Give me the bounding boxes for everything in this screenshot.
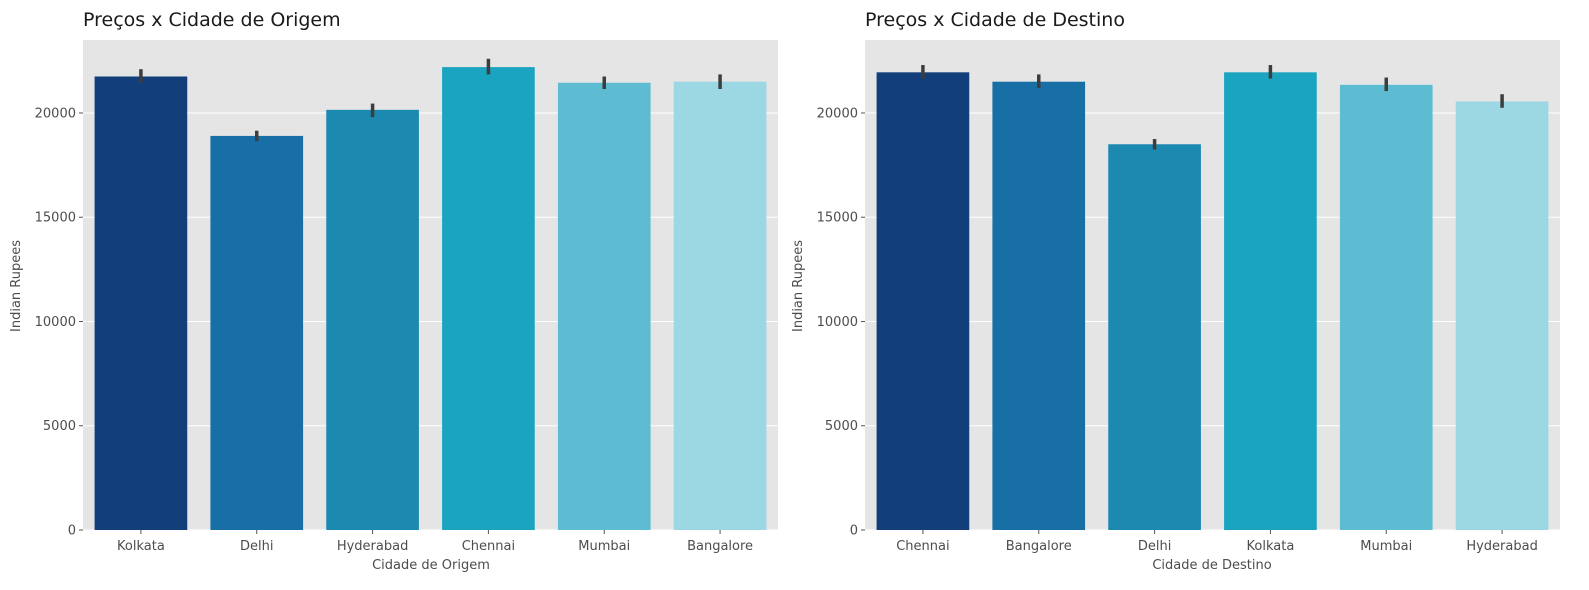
bar-hyderabad [1455, 101, 1549, 531]
y-axis-label: Indian Rupees [9, 240, 24, 332]
y-tick-label: 15000 [817, 211, 858, 226]
bar-delhi [1108, 144, 1201, 531]
x-tick-label: Chennai [462, 539, 515, 554]
bar-hyderabad [326, 109, 419, 530]
x-tick-label: Chennai [896, 539, 949, 554]
plot-area [865, 40, 1560, 530]
x-tick-label: Delhi [1138, 539, 1171, 554]
bar-bangalore [673, 81, 767, 531]
y-tick-label: 0 [68, 524, 76, 539]
x-tick-label: Bangalore [687, 539, 753, 554]
bar-chennai [442, 67, 535, 530]
x-tick-label: Mumbai [1360, 539, 1412, 554]
bar-bangalore [992, 81, 1086, 531]
chart-left: Preços x Cidade de Origem Cidade de Orig… [9, 9, 778, 573]
y-tick-label: 20000 [35, 106, 76, 121]
bar-kolkata [94, 76, 188, 530]
y-tick-label: 0 [850, 524, 858, 539]
bar-delhi [210, 135, 304, 530]
chart-right: Preços x Cidade de Destino Cidade de Des… [791, 9, 1560, 573]
bar-chennai [876, 72, 970, 530]
x-axis-label: Cidade de Destino [1152, 558, 1271, 573]
x-tick-label: Hyderabad [1466, 539, 1538, 554]
chart-title: Preços x Cidade de Origem [83, 9, 341, 31]
y-axis-label: Indian Rupees [791, 240, 806, 332]
y-tick-label: 10000 [35, 315, 76, 330]
bar-mumbai [557, 82, 651, 530]
bar-kolkata [1224, 72, 1317, 530]
y-tick-label: 10000 [817, 315, 858, 330]
x-tick-label: Kolkata [117, 539, 165, 554]
x-tick-label: Bangalore [1006, 539, 1072, 554]
y-tick-label: 5000 [825, 419, 858, 434]
y-tick-label: 20000 [817, 106, 858, 121]
chart-title: Preços x Cidade de Destino [865, 9, 1125, 31]
x-axis-label: Cidade de Origem [372, 558, 490, 573]
y-tick-label: 5000 [43, 419, 76, 434]
plot-area [83, 40, 778, 530]
bar-mumbai [1339, 84, 1433, 531]
x-tick-label: Delhi [240, 539, 273, 554]
x-tick-label: Hyderabad [337, 539, 409, 554]
x-tick-label: Kolkata [1247, 539, 1295, 554]
y-tick-label: 15000 [35, 211, 76, 226]
x-tick-label: Mumbai [578, 539, 630, 554]
